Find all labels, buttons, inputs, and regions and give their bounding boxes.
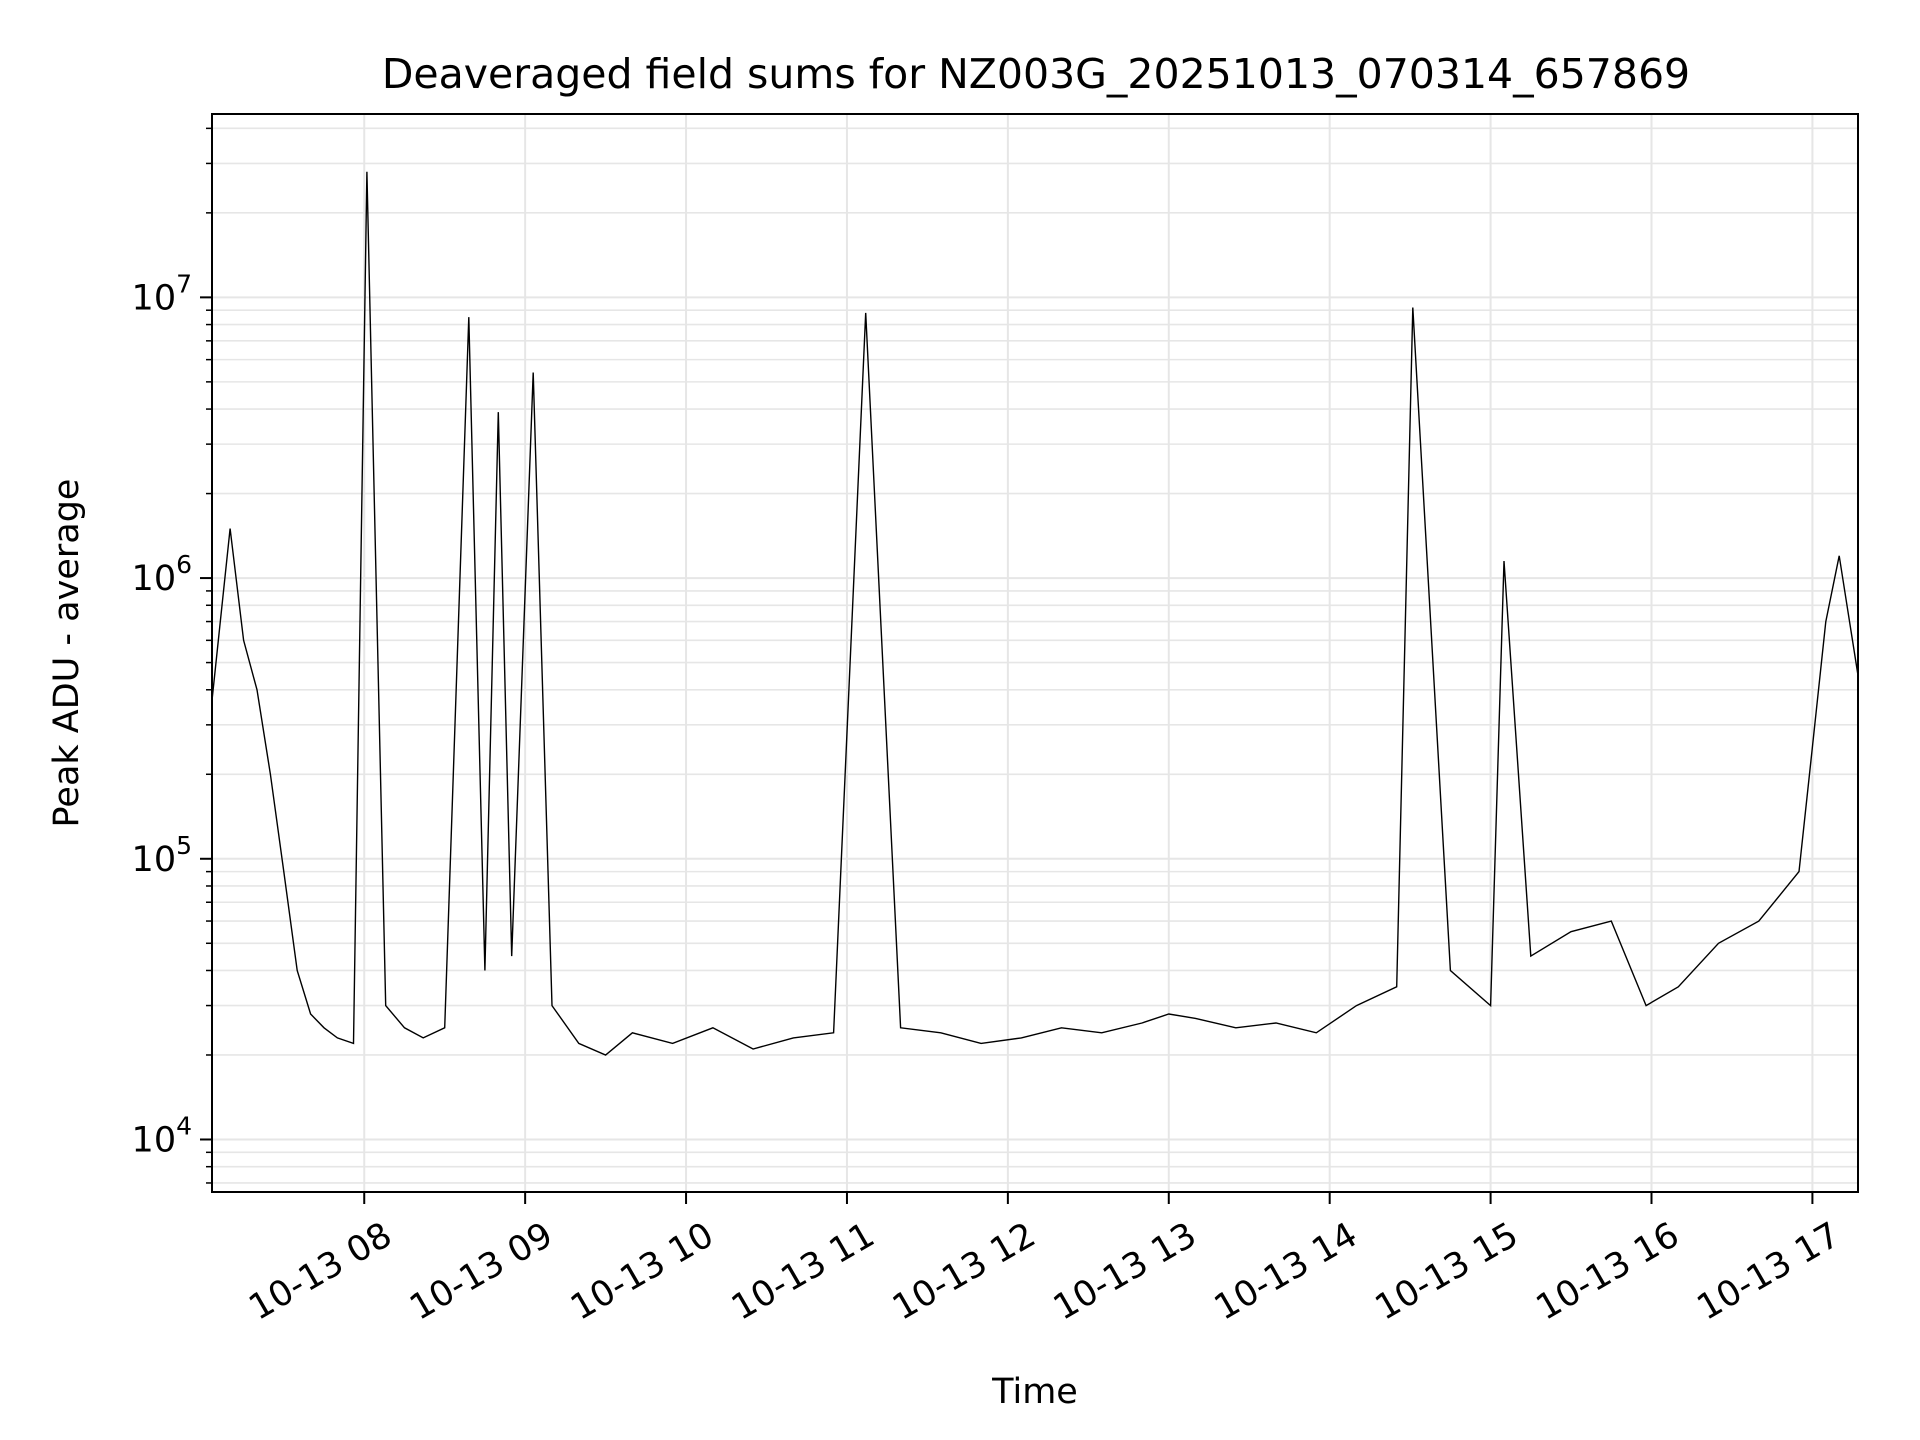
y-tick-label: 107 xyxy=(132,269,192,318)
y-axis: 104 105 106 107 xyxy=(132,127,212,1184)
y-tick-label: 106 xyxy=(132,550,192,599)
x-axis-label: Time xyxy=(991,1372,1078,1412)
y-axis-label: Peak ADU - average xyxy=(47,479,87,828)
y-tick-label: 105 xyxy=(132,831,192,880)
series-line xyxy=(212,171,1858,1056)
chart-title: Deaveraged field sums for NZ003G_2025101… xyxy=(382,50,1690,98)
y-tick-label: 104 xyxy=(132,1111,192,1160)
grid xyxy=(212,114,1858,1192)
plot-frame xyxy=(211,113,1859,1193)
